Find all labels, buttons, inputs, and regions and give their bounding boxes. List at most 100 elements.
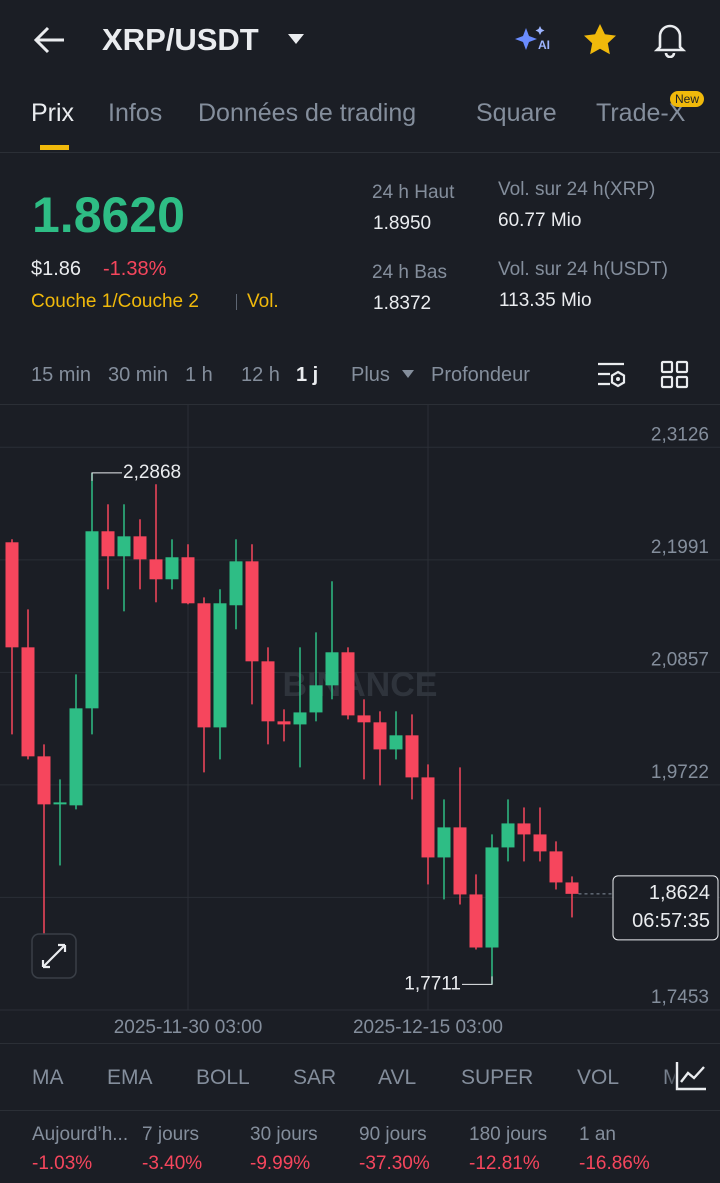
period-change: -16.86% (579, 1153, 650, 1174)
candle-body (565, 882, 579, 894)
interval[interactable]: 15 min (31, 364, 92, 386)
candle-body (261, 661, 275, 722)
period-label: 180 jours (469, 1124, 548, 1145)
stat-label: 24 h Haut (372, 182, 455, 203)
candle-body (229, 561, 243, 606)
period-change: -3.40% (142, 1153, 203, 1174)
annotation-label: 1,7711 (404, 973, 461, 994)
usd-price: $1.86 (31, 258, 82, 280)
tab[interactable]: Données de trading (198, 99, 417, 127)
divider (0, 152, 720, 153)
period-change: -12.81% (469, 1153, 540, 1174)
layer-tag[interactable]: Couche 1/Couche 2 (31, 291, 199, 312)
indicator[interactable]: SAR (293, 1066, 337, 1089)
candle-body (21, 647, 35, 757)
fullscreen-button[interactable] (31, 933, 77, 979)
candle-body (149, 559, 163, 580)
indicator[interactable]: BOLL (196, 1066, 250, 1089)
pair-title[interactable]: XRP/USDT (102, 22, 259, 57)
new-badge: New (670, 91, 705, 107)
indicator[interactable]: MA (32, 1066, 64, 1089)
tab[interactable]: Square (476, 99, 557, 127)
indicator[interactable]: VOL (577, 1066, 620, 1089)
last-price-label: 1,8624 (649, 882, 710, 904)
annotation-leader (91, 472, 122, 481)
tab-indicator (40, 145, 69, 150)
countdown: 06:57:35 (632, 910, 710, 932)
interval[interactable]: Plus (351, 364, 390, 386)
watermark: BINANCE (283, 666, 438, 704)
back-button[interactable] (30, 24, 70, 56)
y-tick-label: 1,9722 (651, 762, 709, 783)
chart-settings-button[interactable] (596, 360, 628, 390)
stat-value: 1.8372 (373, 293, 432, 314)
last-price: 1.8620 (32, 187, 185, 243)
stat-label: Vol. sur 24 h(XRP) (498, 179, 656, 200)
stat-label: Vol. sur 24 h(USDT) (498, 259, 668, 280)
candle-body (69, 708, 83, 806)
layout-button[interactable] (660, 360, 690, 390)
candle-body (37, 756, 51, 805)
interval[interactable]: 1 j (296, 364, 319, 386)
stat-label: 24 h Bas (372, 262, 447, 283)
stat-value: 60.77 Mio (498, 210, 582, 231)
candle-body (277, 721, 291, 725)
candle-body (533, 834, 547, 852)
stat-value: 113.35 Mio (499, 290, 592, 311)
y-tick-label: 2,0857 (651, 649, 709, 670)
indicator[interactable]: EMA (107, 1066, 153, 1089)
vol-tag[interactable]: Vol. (247, 291, 279, 312)
interval[interactable]: Profondeur (431, 364, 530, 386)
interval[interactable]: 12 h (241, 364, 280, 386)
alert-button[interactable] (652, 20, 688, 58)
y-tick-label: 2,3126 (651, 424, 709, 445)
candle-body (165, 557, 179, 580)
candle-body (357, 715, 371, 723)
interval[interactable]: 1 h (185, 364, 213, 386)
fade (664, 1058, 720, 1098)
candle-body (405, 735, 419, 778)
candle-body (373, 722, 387, 750)
candle-body (549, 851, 563, 883)
candle-body (421, 777, 435, 858)
interval[interactable]: 30 min (108, 364, 169, 386)
candle-body (101, 531, 115, 557)
period-label: 30 jours (250, 1124, 318, 1145)
candle-body (293, 712, 307, 725)
more-caret[interactable] (401, 369, 415, 379)
period-label: 90 jours (359, 1124, 427, 1145)
tab[interactable]: Prix (31, 99, 75, 127)
annotation-leader (462, 976, 493, 985)
indicator-settings-button[interactable] (674, 1060, 708, 1092)
candle-body (5, 542, 19, 648)
candle-body (341, 652, 355, 716)
x-tick-label: 2025-11-30 03:00 (114, 1017, 263, 1038)
candle-body (85, 531, 99, 709)
candle-body (389, 735, 403, 750)
divider (0, 1043, 720, 1044)
candle-body (517, 823, 531, 835)
indicator[interactable]: SUPER (461, 1066, 534, 1089)
candle-body (117, 536, 131, 557)
candle-body (181, 557, 195, 604)
candle-body (501, 823, 515, 848)
candle-body (197, 603, 211, 728)
tab[interactable]: Infos (108, 99, 163, 127)
pair-caret[interactable] (286, 32, 306, 46)
candle-body (309, 685, 323, 713)
period-change: -1.03% (32, 1153, 93, 1174)
tab[interactable]: Trade-X (596, 99, 686, 127)
indicator[interactable]: AVL (378, 1066, 417, 1089)
candle-body (325, 652, 339, 686)
ai-button[interactable]: AI (514, 24, 552, 56)
last-price-box (612, 875, 719, 941)
y-tick-label: 2,1991 (651, 537, 709, 558)
favorite-button[interactable] (582, 22, 618, 58)
period-change: -9.99% (250, 1153, 311, 1174)
annotation-label: 2,2868 (123, 462, 181, 483)
svg-text:AI: AI (538, 38, 550, 52)
y-tick-label: 1,7453 (651, 987, 709, 1008)
period-change: -37.30% (359, 1153, 430, 1174)
candle-body (245, 561, 259, 662)
candle-body (453, 827, 467, 895)
